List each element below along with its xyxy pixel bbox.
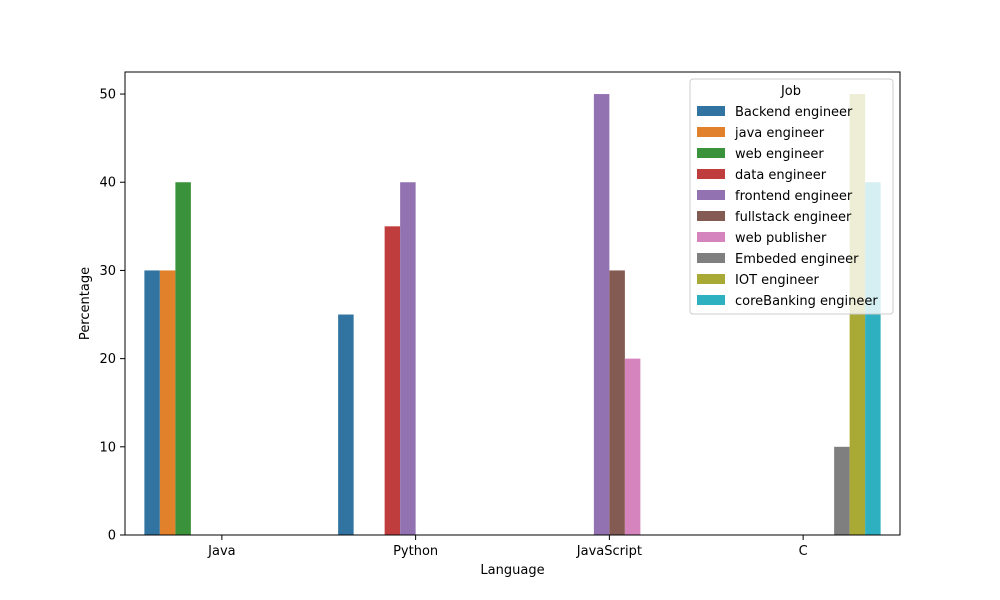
legend-swatch — [697, 190, 725, 200]
x-tick-label: C — [799, 544, 808, 559]
x-tick-label: Python — [393, 544, 438, 559]
legend-swatch — [697, 106, 725, 116]
y-axis: 0 10 20 30 40 50 — [99, 88, 125, 544]
legend-label: frontend engineer — [735, 189, 853, 204]
bar-backend-engineer-python — [338, 315, 354, 535]
legend-label: fullstack engineer — [735, 210, 852, 225]
y-tick-label: 40 — [99, 176, 116, 191]
legend-label: web engineer — [735, 147, 824, 162]
bar-frontend-engineer-javascript — [594, 94, 610, 535]
legend-swatch — [697, 169, 725, 179]
y-tick-label: 20 — [99, 352, 116, 367]
x-axis-label: Language — [480, 563, 544, 578]
bar-embeded-engineer-c — [834, 447, 850, 535]
legend-label: java engineer — [734, 126, 825, 141]
legend-swatch — [697, 148, 725, 158]
x-tick-label: JavaScript — [576, 544, 642, 559]
bar-java-engineer-java — [160, 270, 176, 535]
legend-label: coreBanking engineer — [735, 294, 878, 309]
y-tick-label: 0 — [108, 529, 116, 544]
legend-swatch — [697, 295, 725, 305]
legend-swatch — [697, 274, 725, 284]
legend-swatch — [697, 253, 725, 263]
legend-label: Backend engineer — [735, 105, 853, 120]
legend-swatch — [697, 211, 725, 221]
bar-frontend-engineer-python — [400, 182, 416, 535]
legend-label: data engineer — [735, 168, 827, 183]
legend-swatch — [697, 232, 725, 242]
legend: Job Backend engineer java engineer web eng… — [690, 79, 893, 314]
bar-fullstack-engineer-javascript — [609, 270, 625, 535]
y-tick-label: 50 — [99, 88, 116, 103]
bar-data-engineer-python — [385, 226, 401, 535]
legend-label: web publisher — [735, 231, 827, 246]
x-tick-label: Java — [207, 544, 235, 559]
legend-swatch — [697, 127, 725, 137]
y-axis-label: Percentage — [78, 267, 93, 340]
y-tick-label: 30 — [99, 264, 116, 279]
legend-title: Job — [780, 84, 801, 99]
legend-label: IOT engineer — [735, 273, 819, 288]
bar-web-publisher-javascript — [625, 359, 641, 535]
x-axis: Java Python JavaScript C — [207, 535, 808, 559]
y-tick-label: 10 — [99, 440, 116, 455]
bar-backend-engineer-java — [144, 270, 160, 535]
legend-label: Embeded engineer — [735, 252, 859, 267]
bar-web-engineer-java — [175, 182, 191, 535]
